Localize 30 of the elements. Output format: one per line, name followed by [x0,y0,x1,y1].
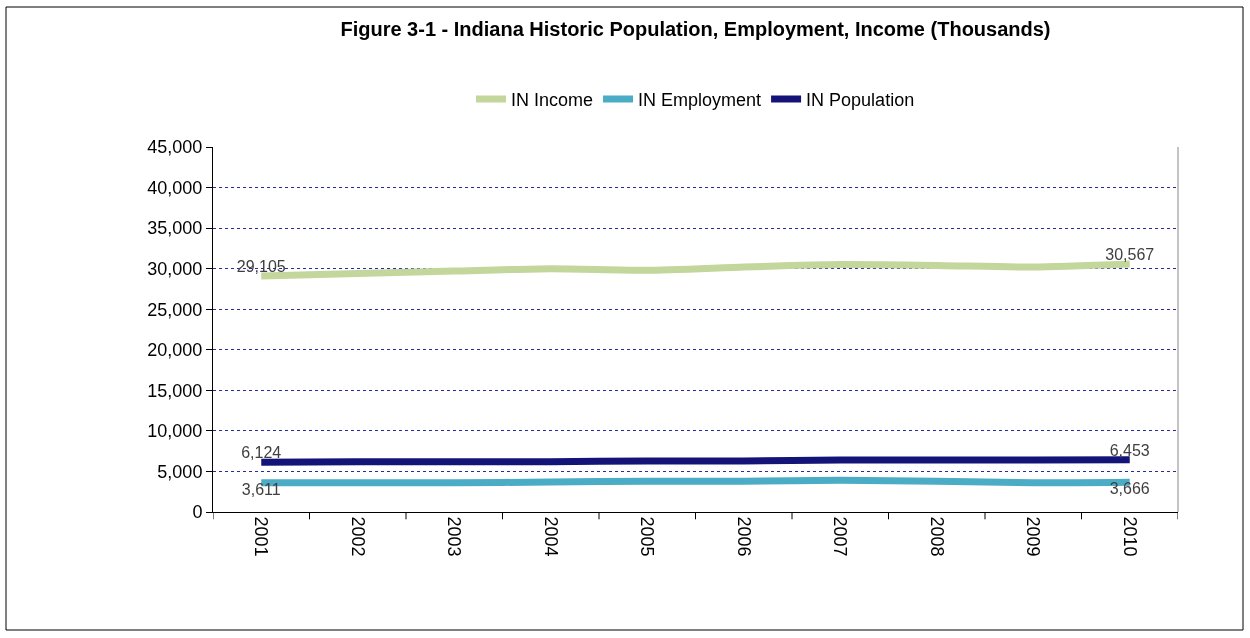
data-label: 29,105 [236,257,286,275]
y-tick-label: 25,000 [147,299,203,320]
y-tick-label: 5,000 [157,461,203,482]
y-tick-label: 45,000 [147,137,203,158]
data-label: 6,453 [1109,441,1150,459]
y-tick-label: 30,000 [147,258,203,279]
x-tick-label: 2008 [926,516,947,557]
legend-label: IN Income [511,90,594,111]
x-tick-label: 2006 [733,516,754,557]
x-tick-label: 2010 [1119,516,1140,557]
x-tick-label: 2007 [830,516,851,557]
chart-title: Figure 3-1 - Indiana Historic Population, Employment, Income (Thousands) [340,17,1051,40]
x-tick-label: 2002 [347,516,368,557]
x-tick-label: 2005 [637,516,658,557]
y-tick-label: 0 [192,502,203,523]
legend-label: IN Employment [638,90,762,111]
x-tick-label: 2009 [1023,516,1044,557]
data-label: 30,567 [1105,246,1155,264]
x-tick-label: 2003 [444,516,465,557]
y-tick-label: 35,000 [147,218,203,239]
y-tick-label: 15,000 [147,380,203,401]
x-tick-label: 2001 [251,516,272,557]
data-label: 6,124 [241,444,282,462]
y-tick-label: 10,000 [147,421,203,442]
legend-label: IN Population [806,90,915,111]
y-tick-label: 20,000 [147,340,203,361]
y-tick-label: 40,000 [147,177,203,198]
data-label: 3,611 [241,480,281,498]
data-label: 3,666 [1109,480,1150,498]
x-tick-label: 2004 [540,516,561,557]
